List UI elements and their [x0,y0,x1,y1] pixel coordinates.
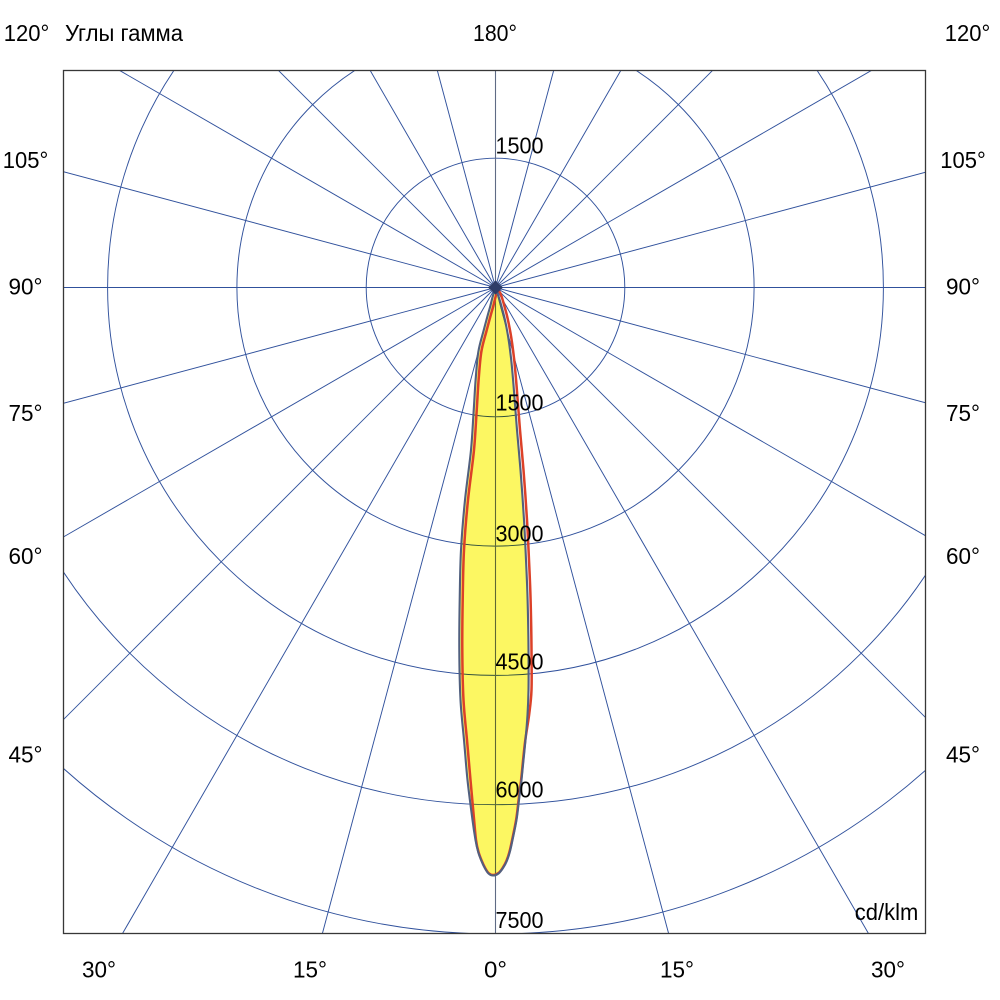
svg-text:105°: 105° [3,147,49,173]
svg-text:7500: 7500 [496,907,544,933]
svg-text:4500: 4500 [496,649,544,675]
svg-text:1500: 1500 [496,133,544,159]
svg-text:45°: 45° [9,742,43,768]
svg-text:120°: 120° [945,20,991,46]
svg-text:90°: 90° [946,274,980,300]
svg-text:45°: 45° [946,742,980,768]
svg-text:90°: 90° [9,274,43,300]
svg-text:120°: 120° [4,20,50,46]
svg-text:cd/klm: cd/klm [855,899,919,925]
svg-text:60°: 60° [9,543,43,569]
svg-text:6000: 6000 [496,777,544,803]
svg-text:30°: 30° [82,957,116,983]
svg-text:1500: 1500 [496,390,544,416]
svg-text:60°: 60° [946,543,980,569]
svg-text:15°: 15° [660,957,694,983]
svg-text:3000: 3000 [496,521,544,547]
svg-text:30°: 30° [871,957,905,983]
svg-text:15°: 15° [293,957,327,983]
svg-text:180°: 180° [473,20,517,46]
svg-text:Углы гамма: Углы гамма [65,20,184,46]
svg-text:0°: 0° [484,957,507,983]
svg-text:75°: 75° [9,400,43,426]
svg-text:75°: 75° [946,400,980,426]
svg-text:105°: 105° [940,147,986,173]
